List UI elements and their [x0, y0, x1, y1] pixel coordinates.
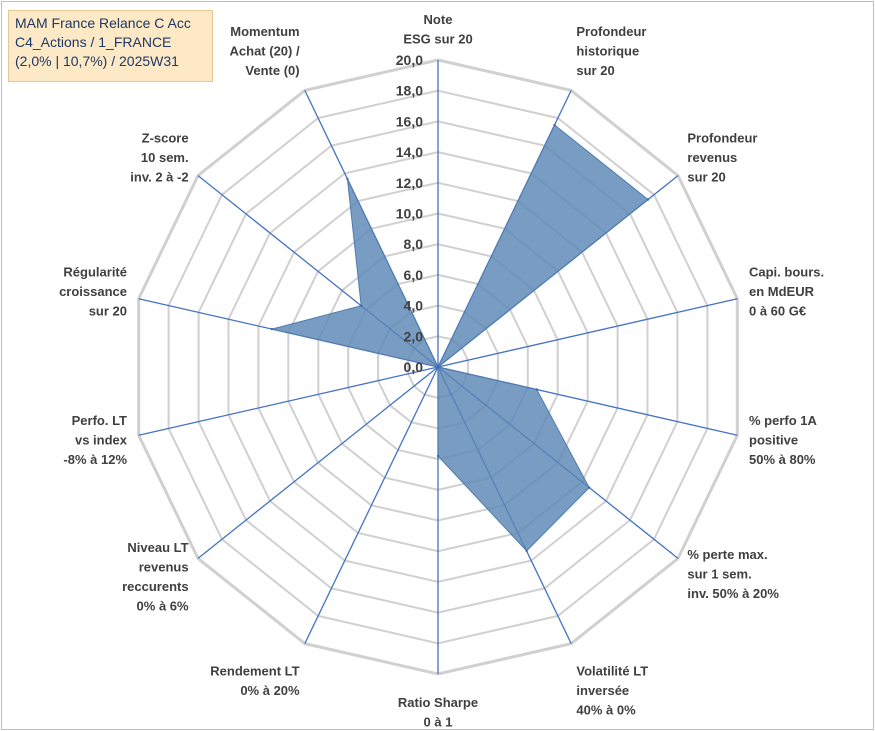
category-label-line: inversée [576, 683, 629, 698]
category-label: Profondeur revenus sur 20 [687, 131, 757, 185]
category-label-line: 40% à 0% [576, 702, 636, 717]
category-label-line: reccurents [122, 579, 188, 594]
category-label-line: Volatilité LT [576, 663, 648, 678]
tick-label: 10,0 [396, 206, 423, 222]
category-label-line: positive [749, 433, 798, 448]
category-label-line: 0 à 1 [424, 715, 453, 730]
category-label-line: Vente (0) [245, 63, 299, 78]
category-label: Rendement LT 0% à 20% [210, 663, 300, 698]
data-point [436, 454, 440, 458]
category-label-line: Régularité [63, 265, 127, 280]
data-point [646, 198, 650, 201]
category-label-line: 10 sem. [141, 150, 189, 165]
axis-spoke [437, 298, 738, 368]
category-label: Z-score 10 sem. inv. 2 à -2 [130, 131, 188, 185]
category-label: Momentum Achat (20) / Vente (0) [230, 24, 300, 78]
category-label-line: Niveau LT [127, 540, 188, 555]
tick-label: 18,0 [396, 83, 423, 99]
tick-label: 8,0 [404, 236, 424, 252]
data-point [535, 388, 538, 391]
category-label: Ratio Sharpe 0 à 1 [398, 695, 478, 730]
axis-spoke [197, 366, 439, 559]
category-label-line: sur 20 [89, 304, 127, 319]
category-label-line: % perte max. [687, 547, 767, 562]
tick-label: 20,0 [396, 52, 423, 68]
category-label-line: historique [576, 44, 639, 59]
category-label-line: en MdEUR [749, 284, 815, 299]
category-label-line: 0% à 20% [240, 683, 300, 698]
category-label-line: vs index [75, 433, 128, 448]
category-label-line: Achat (20) / [230, 44, 300, 59]
category-label-line: Ratio Sharpe [398, 695, 478, 710]
category-label: % perte max. sur 1 sem. inv. 50% à 20% [687, 547, 779, 601]
category-label-line: Z-score [142, 131, 189, 146]
series-area [271, 124, 649, 552]
tick-label: 0,0 [404, 359, 424, 375]
category-label: Note ESG sur 20 [403, 12, 472, 47]
category-label-line: -8% à 12% [63, 452, 127, 467]
category-label-line: 0 à 60 G€ [749, 304, 806, 319]
category-label-line: croissance [59, 284, 127, 299]
title-line-period: (2,0% | 10,7%) / 2025W31 [15, 53, 179, 69]
data-point [588, 486, 591, 489]
category-label-line: % perfo 1A [749, 413, 818, 428]
category-label-line: revenus [687, 150, 737, 165]
chart-title-box: MAM France Relance C Acc C4_Actions / 1_… [8, 10, 213, 82]
title-line-category: C4_Actions / 1_FRANCE [15, 34, 172, 50]
category-label-line: sur 20 [687, 170, 725, 185]
category-label-line: 50% à 80% [749, 452, 816, 467]
category-label-line: Profondeur [687, 131, 757, 146]
tick-label: 12,0 [396, 175, 423, 191]
category-label-line: Momentum [230, 24, 299, 39]
category-label: Perfo. LT vs index -8% à 12% [63, 413, 127, 467]
category-label: Régularité croissance sur 20 [59, 265, 127, 319]
category-label-line: Capi. bours. [749, 265, 824, 280]
tick-label: 6,0 [404, 267, 424, 283]
category-label-line: sur 1 sem. [687, 566, 751, 581]
category-label-line: Profondeur [576, 24, 646, 39]
data-point [346, 177, 349, 181]
data-point [553, 123, 556, 127]
axis-spoke [304, 366, 439, 644]
data-point [436, 365, 440, 369]
tick-label: 4,0 [404, 298, 424, 314]
category-label-line: sur 20 [576, 63, 614, 78]
category-label-line: inv. 50% à 20% [687, 586, 779, 601]
tick-label: 16,0 [396, 113, 423, 129]
data-point [360, 304, 363, 307]
category-label-line: Rendement LT [210, 663, 299, 678]
category-label: Volatilité LT inversée 40% à 0% [576, 663, 648, 717]
data-point [270, 327, 274, 331]
tick-label: 14,0 [396, 144, 423, 160]
category-label: Capi. bours. en MdEUR 0 à 60 G€ [749, 265, 824, 319]
category-label-line: revenus [139, 560, 189, 575]
category-label-line: 0% à 6% [137, 599, 189, 614]
category-label-line: inv. 2 à -2 [130, 170, 188, 185]
category-label-line: Note [424, 12, 453, 27]
category-label: % perfo 1A positive 50% à 80% [749, 413, 818, 467]
category-label: Profondeur historique sur 20 [576, 24, 646, 78]
category-label: Niveau LT revenus reccurents 0% à 6% [122, 540, 189, 614]
category-label-line: ESG sur 20 [403, 32, 472, 47]
tick-label: 2,0 [404, 328, 424, 344]
category-label-line: Perfo. LT [72, 413, 127, 428]
data-point [525, 549, 528, 553]
title-line-fund: MAM France Relance C Acc [15, 15, 191, 31]
axis-spoke [138, 366, 439, 436]
